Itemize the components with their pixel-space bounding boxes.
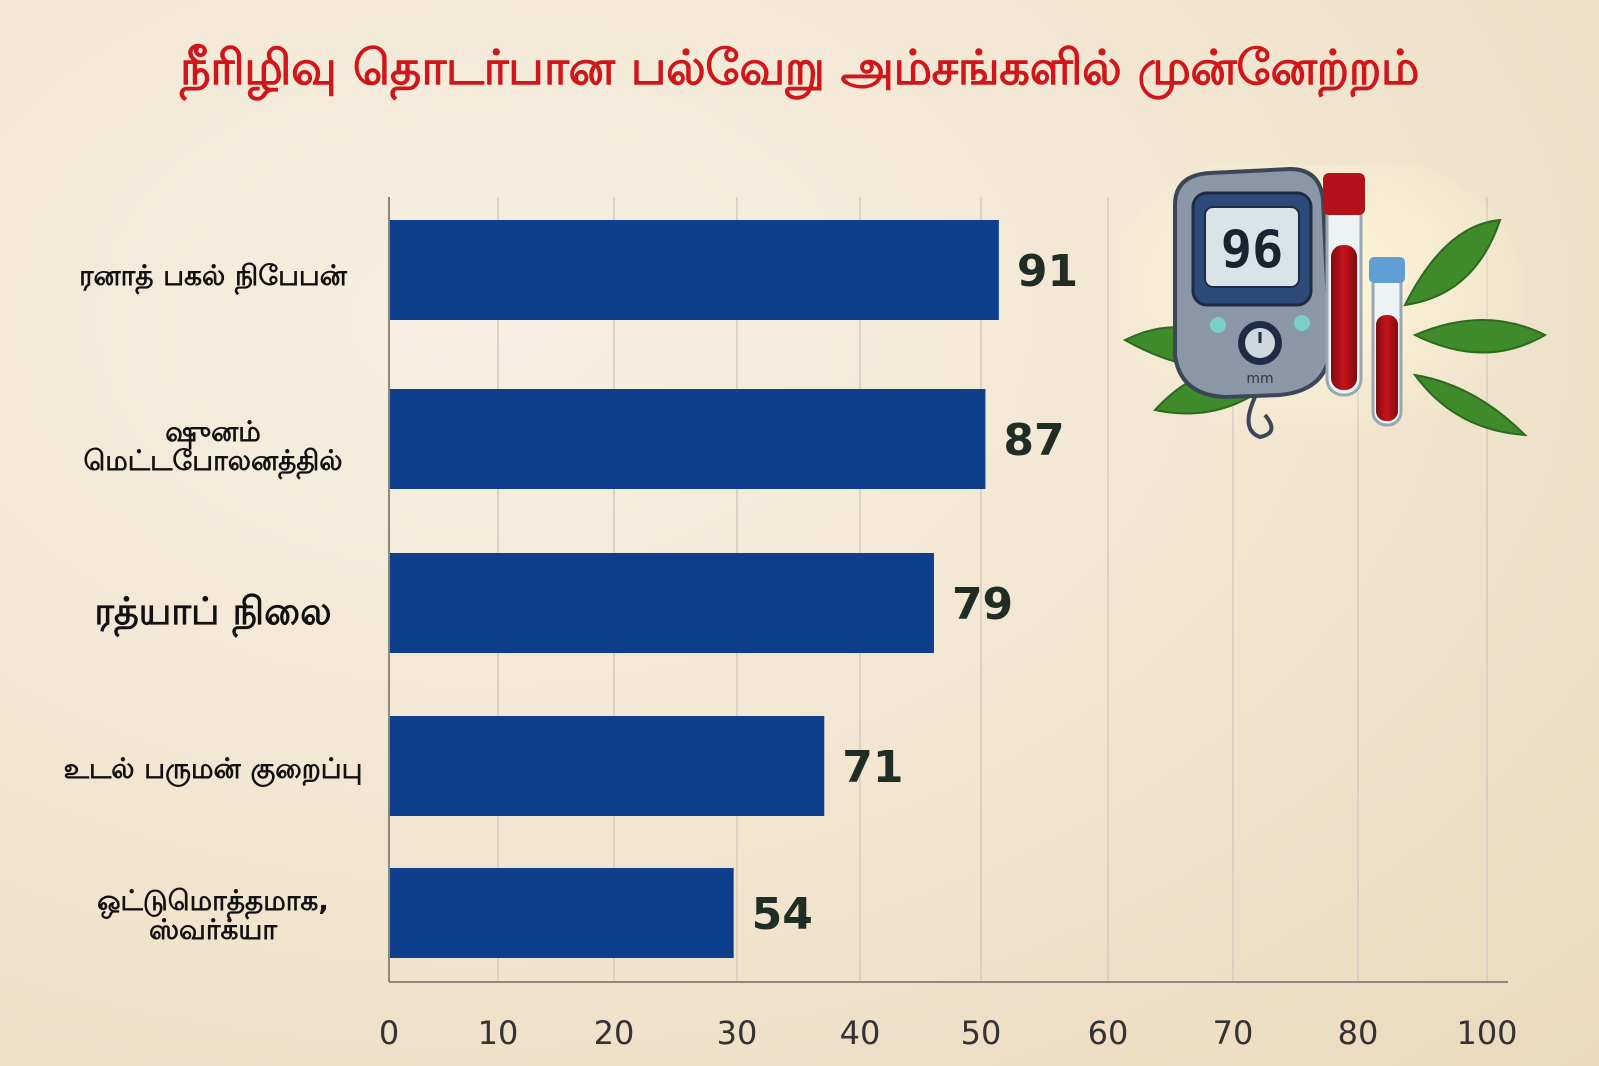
meter-reading: 96 (1221, 220, 1284, 280)
x-tick-label: 30 (717, 1014, 758, 1052)
blood-tube-small-icon (1369, 257, 1405, 427)
meter-brand: mm (1246, 371, 1273, 387)
x-tick-label: 100 (1456, 1014, 1517, 1052)
category-label: ஒட்டுமொத்தமாக, ஸ்வர்க்யா (97, 883, 329, 946)
bar (389, 553, 934, 653)
data-label: 87 (1003, 415, 1064, 466)
data-label: 91 (1017, 246, 1078, 297)
x-tick-label: 20 (594, 1014, 635, 1052)
x-tick-label: 60 (1088, 1014, 1129, 1052)
x-tick-label: 50 (961, 1014, 1002, 1052)
x-tick-label: 80 (1338, 1014, 1379, 1052)
chart-title: நீரிழிவு தொடர்பான பல்வேறு அம்சங்களில் மு… (180, 40, 1420, 96)
bar (389, 716, 825, 816)
bar (389, 868, 734, 958)
category-label: ரத்யாப் நிலை (94, 589, 332, 633)
bar (389, 389, 986, 489)
data-label: 79 (952, 579, 1013, 630)
x-tick-label: 70 (1213, 1014, 1254, 1052)
glucose-meter-icon: 96 mm (1173, 166, 1333, 440)
x-tick-labels: 0 10 20 30 40 50 60 70 80 100 (379, 1014, 1518, 1052)
data-labels: 91 87 79 71 54 (752, 246, 1078, 940)
blood-tube-icon (1323, 173, 1365, 397)
data-label: 71 (842, 742, 903, 793)
data-label: 54 (752, 889, 813, 940)
category-label: ஷுனம் மெட்டபோலனத்தில் (83, 414, 343, 477)
x-tick-label: 0 (379, 1014, 399, 1052)
glucose-meter-illustration: 96 mm (1115, 165, 1548, 445)
category-label: ரனாத் பகல் நிபேபன் (79, 258, 347, 292)
bars (389, 220, 999, 958)
x-tick-label: 40 (840, 1014, 881, 1052)
bar (389, 220, 999, 320)
axes (388, 197, 1508, 983)
x-tick-label: 10 (478, 1014, 519, 1052)
category-label: உடல் பருமன் குறைப்பு (63, 751, 363, 785)
